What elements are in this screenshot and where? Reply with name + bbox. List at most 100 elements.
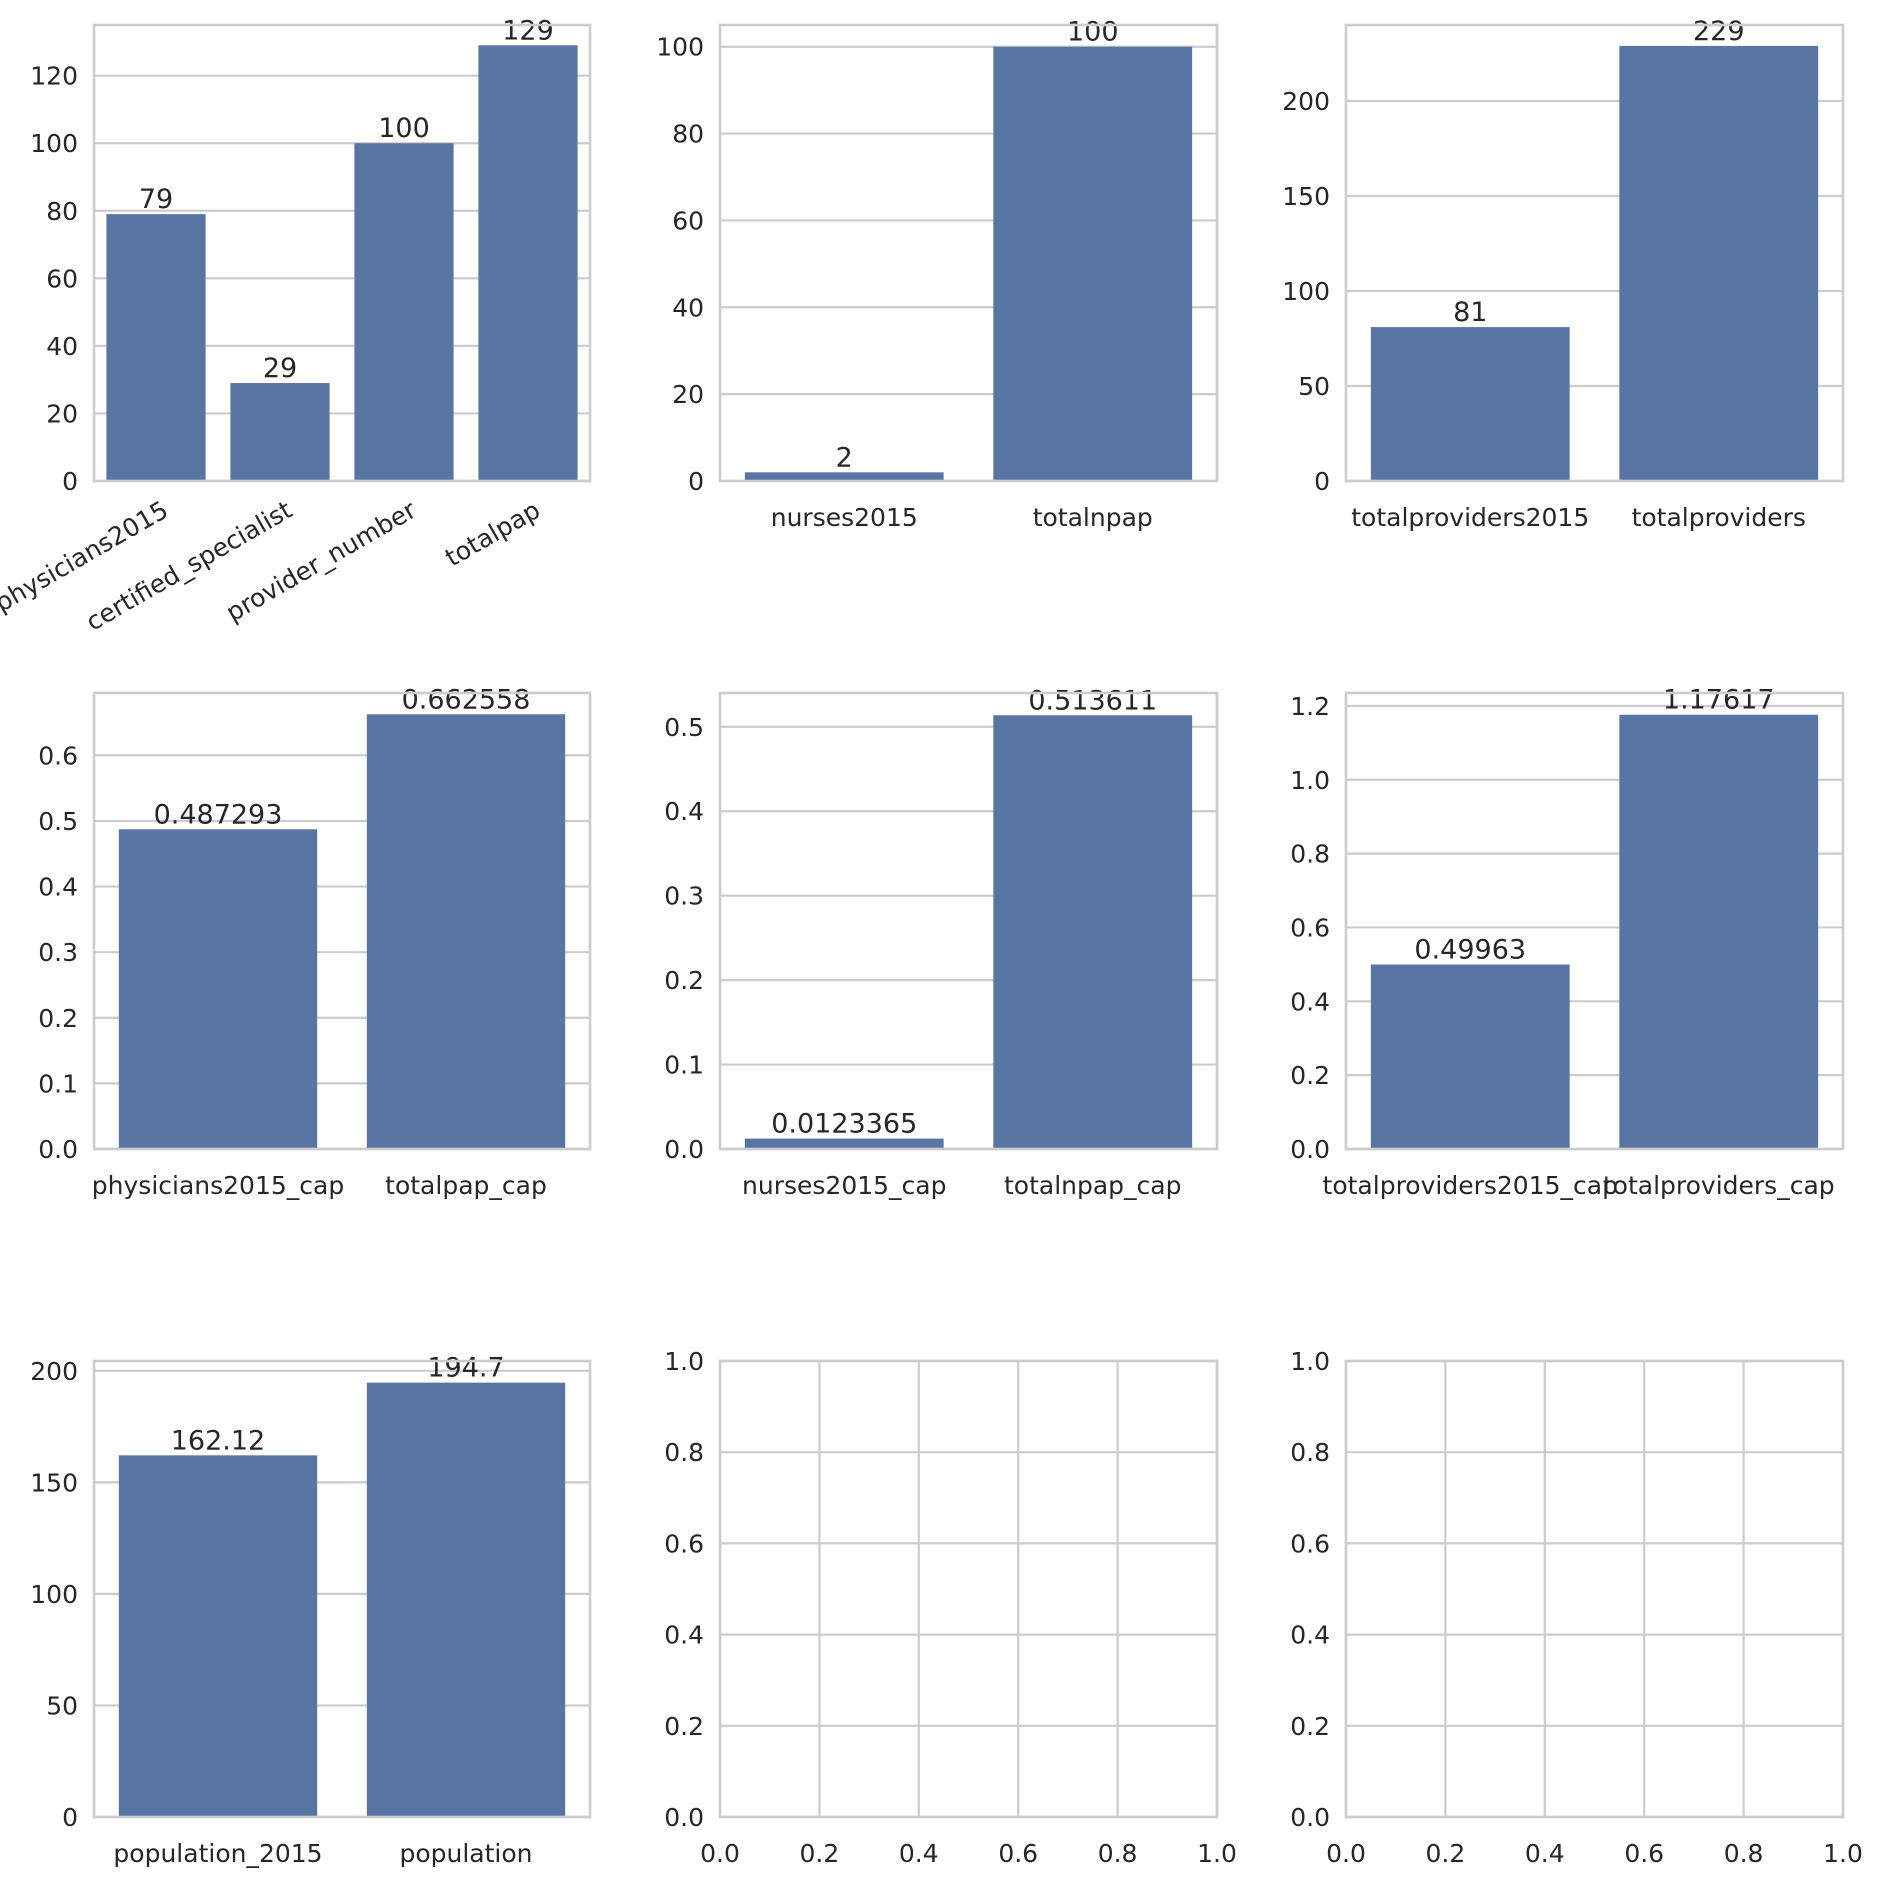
y-tick-label: 0.4 bbox=[1290, 1621, 1330, 1650]
data-label-totalnpap_cap: 0.513611 bbox=[1028, 685, 1157, 716]
data-label-totalproviders2015: 81 bbox=[1453, 297, 1487, 328]
data-label-totalproviders_cap: 1.17617 bbox=[1663, 685, 1775, 716]
subplot-2: 0 20 40 60 80 100 2 nurses2015 100 totalnpap bbox=[656, 17, 1219, 532]
y-tick-label: 0.2 bbox=[1290, 1061, 1330, 1090]
bar-physicians2015_cap bbox=[118, 829, 318, 1149]
bar-physicians2015 bbox=[106, 214, 206, 481]
x-tick-label: 1.0 bbox=[1823, 1839, 1863, 1868]
axes-frame bbox=[92, 691, 592, 1151]
y-tick-label: 150 bbox=[30, 1468, 78, 1497]
y-tick-label: 0.4 bbox=[664, 1621, 704, 1650]
y-tick-label: 0.0 bbox=[1290, 1803, 1330, 1832]
x-tick-label: totalproviders2015 bbox=[1351, 503, 1589, 532]
y-tick-label: 0.6 bbox=[38, 741, 78, 770]
data-label-totalnpap: 100 bbox=[1067, 17, 1119, 48]
y-tick-label: 20 bbox=[46, 399, 78, 428]
y-tick-label: 0.8 bbox=[1290, 840, 1330, 869]
data-label-nurses2015: 2 bbox=[836, 442, 853, 473]
x-tick-label: totalnpap_cap bbox=[1004, 1171, 1182, 1200]
y-tick-label: 0.0 bbox=[664, 1135, 704, 1164]
y-tick-label: 80 bbox=[46, 197, 78, 226]
y-tick-label: 1.0 bbox=[1290, 1347, 1330, 1376]
y-tick-label: 50 bbox=[1298, 372, 1330, 401]
subplot-1: 02040608010012079physicians201529certifi… bbox=[0, 15, 592, 637]
x-tick-label: 0.4 bbox=[899, 1839, 939, 1868]
axes-frame bbox=[92, 23, 592, 483]
x-tick-label: nurses2015 bbox=[771, 503, 918, 532]
y-tick-label: 0.1 bbox=[664, 1051, 704, 1080]
y-tick-label: 40 bbox=[672, 293, 704, 322]
y-tick-label: 0.2 bbox=[664, 1712, 704, 1741]
axes-frame bbox=[718, 1359, 1219, 1819]
y-tick-label: 1.2 bbox=[1290, 692, 1330, 721]
y-tick-label: 200 bbox=[1282, 87, 1330, 116]
data-label-totalproviders2015_cap: 0.49963 bbox=[1414, 935, 1526, 966]
x-tick-label: totalnpap bbox=[1033, 503, 1153, 532]
y-tick-label: 0 bbox=[1314, 467, 1330, 496]
bar-totalproviders2015_cap bbox=[1370, 964, 1570, 1149]
y-tick-label: 100 bbox=[30, 1580, 78, 1609]
x-tick-label: population bbox=[399, 1839, 532, 1868]
x-tick-label: totalpap bbox=[440, 495, 545, 572]
data-label-totalproviders: 229 bbox=[1693, 16, 1745, 47]
y-tick-label: 200 bbox=[30, 1357, 78, 1386]
x-tick-label: 0.8 bbox=[1724, 1839, 1764, 1868]
subplot-8: 0.0 0.2 0.4 0.6 0.8 1.0 0.0 0.2 0.4 0.6 0.8 1.0 bbox=[664, 1347, 1237, 1868]
y-tick-label: 40 bbox=[46, 332, 78, 361]
y-tick-label: 0.4 bbox=[38, 873, 78, 902]
bar-provider_number bbox=[354, 143, 454, 481]
x-tick-label: population_2015 bbox=[113, 1839, 322, 1868]
x-tick-label: physicians2015_cap bbox=[92, 1171, 344, 1200]
y-tick-label: 0 bbox=[62, 467, 78, 496]
y-tick-label: 150 bbox=[1282, 182, 1330, 211]
y-tick-label: 100 bbox=[656, 33, 704, 62]
subplot-6: 0.0 0.2 0.4 0.6 0.8 1.0 1.2 0.49963 totalprovide… bbox=[1290, 685, 1845, 1200]
bar-totalproviders_cap bbox=[1619, 714, 1819, 1149]
x-tick-label: totalpap_cap bbox=[385, 1171, 547, 1200]
y-tick-label: 1.0 bbox=[664, 1347, 704, 1376]
data-label-certified_specialist: 29 bbox=[263, 353, 297, 384]
y-tick-label: 0.1 bbox=[38, 1069, 78, 1098]
y-tick-label: 100 bbox=[1282, 277, 1330, 306]
axes-frame bbox=[718, 23, 1219, 483]
subplot-3: 0 50 100 150 200 81 totalproviders2015 229 total… bbox=[1282, 16, 1845, 532]
y-tick-label: 1.0 bbox=[1290, 766, 1330, 795]
subplot-4: 0.0 0.1 0.2 0.3 0.4 0.5 0.6 0.487293 physicians2… bbox=[38, 684, 592, 1200]
y-tick-label: 0.8 bbox=[664, 1438, 704, 1467]
x-tick-label: totalproviders_cap bbox=[1603, 1171, 1835, 1200]
y-tick-label: 60 bbox=[672, 206, 704, 235]
subplot-5: 0.0 0.1 0.2 0.3 0.4 0.5 0.0123365 nurses2015_ca… bbox=[664, 685, 1219, 1200]
data-label-totalpap_cap: 0.662558 bbox=[402, 684, 531, 715]
bar-totalproviders2015 bbox=[1370, 327, 1570, 481]
x-tick-label: 0.2 bbox=[1426, 1839, 1466, 1868]
data-label-totalpap: 129 bbox=[502, 15, 554, 46]
y-tick-label: 0.4 bbox=[664, 797, 704, 826]
bar-totalpap_cap bbox=[366, 714, 566, 1149]
x-tick-label: 0.4 bbox=[1525, 1839, 1565, 1868]
y-tick-label: 0.4 bbox=[1290, 987, 1330, 1016]
bar-totalpap bbox=[478, 45, 578, 482]
data-label-population: 194.7 bbox=[427, 1353, 504, 1384]
bar-totalproviders bbox=[1619, 45, 1819, 482]
y-tick-label: 0.3 bbox=[38, 938, 78, 967]
y-tick-label: 0 bbox=[688, 467, 704, 496]
bar-totalnpap bbox=[993, 46, 1193, 481]
y-tick-label: 0.2 bbox=[38, 1004, 78, 1033]
y-tick-label: 0.6 bbox=[1290, 913, 1330, 942]
axes-frame bbox=[1344, 1359, 1845, 1819]
x-tick-label: 0.2 bbox=[800, 1839, 840, 1868]
axes-frame bbox=[718, 691, 1219, 1151]
x-tick-label: 0.0 bbox=[1326, 1839, 1366, 1868]
x-tick-label: 0.8 bbox=[1098, 1839, 1138, 1868]
axes-frame bbox=[1344, 691, 1845, 1151]
y-tick-label: 0.2 bbox=[1290, 1712, 1330, 1741]
y-tick-label: 0.0 bbox=[1290, 1135, 1330, 1164]
x-tick-label: 0.6 bbox=[998, 1839, 1038, 1868]
y-tick-label: 0.5 bbox=[38, 807, 78, 836]
bar-population bbox=[366, 1382, 566, 1817]
bar-nurses2015 bbox=[744, 472, 944, 481]
data-label-nurses2015_cap: 0.0123365 bbox=[771, 1109, 917, 1140]
y-tick-label: 0.6 bbox=[664, 1529, 704, 1558]
y-tick-label: 0.8 bbox=[1290, 1438, 1330, 1467]
